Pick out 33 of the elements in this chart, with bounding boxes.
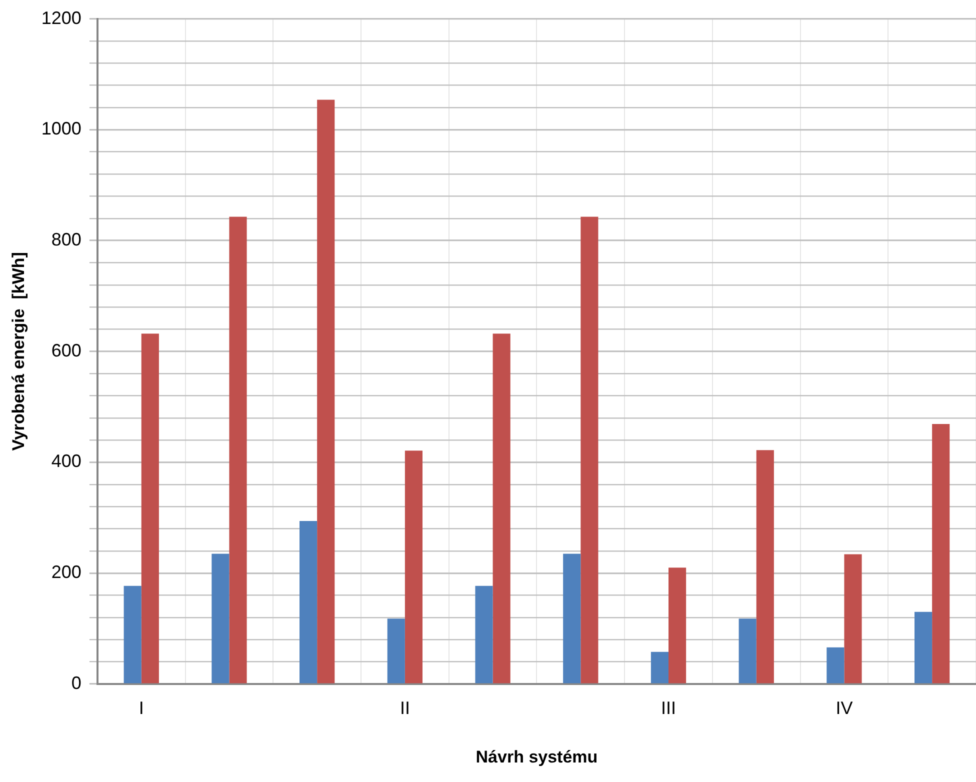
x-tick-label: III — [660, 698, 676, 718]
bar — [738, 618, 756, 684]
bar — [124, 586, 142, 684]
bar — [580, 216, 598, 684]
bar — [229, 216, 247, 684]
y-tick-label: 800 — [51, 230, 82, 250]
y-tick-label: 0 — [71, 672, 82, 693]
y-tick-label: 1000 — [41, 118, 82, 139]
x-axis-title: Návrh systému — [476, 747, 598, 766]
bar — [317, 100, 335, 684]
bar — [387, 618, 405, 684]
y-tick-label: 1200 — [41, 8, 82, 28]
y-tick-label: 200 — [51, 562, 82, 582]
bar — [826, 647, 844, 684]
y-axis-title: Vyrobená energie [kWh] — [8, 252, 28, 451]
bar — [404, 450, 423, 684]
bar — [932, 424, 950, 684]
x-tick-label: IV — [836, 698, 853, 718]
bar — [914, 612, 932, 684]
bar — [141, 334, 159, 684]
bar — [756, 450, 774, 684]
bar — [300, 521, 318, 684]
x-tick-label: II — [400, 698, 410, 718]
y-tick-label: 400 — [51, 451, 82, 472]
bar — [650, 652, 669, 684]
bar — [475, 586, 493, 684]
x-tick-label: I — [138, 698, 144, 718]
bar — [844, 554, 862, 684]
bar — [492, 334, 510, 684]
bar — [563, 554, 581, 684]
bar — [212, 554, 230, 684]
bar — [668, 568, 686, 684]
y-tick-label: 600 — [51, 340, 82, 360]
